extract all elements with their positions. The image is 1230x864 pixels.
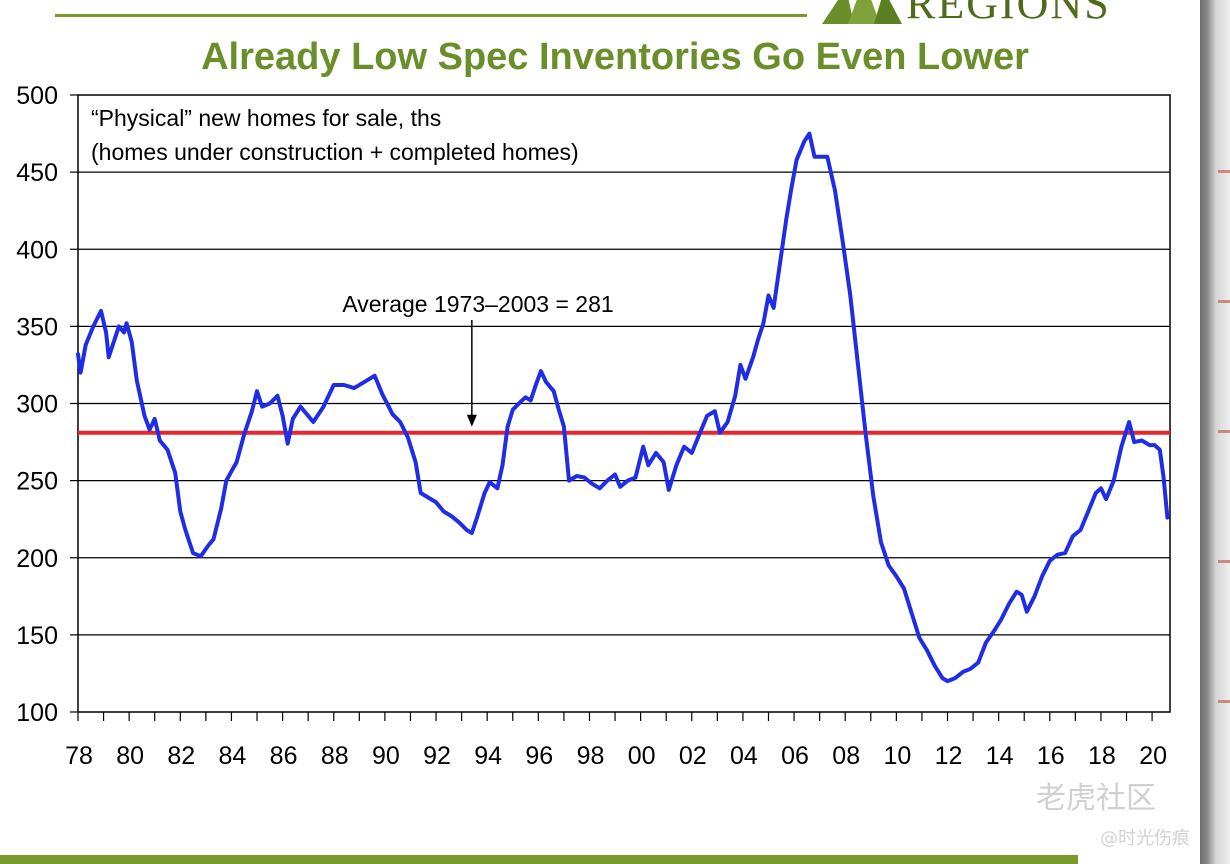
y-tick-label: 500 xyxy=(16,82,58,110)
watermark-handle: @时光伤痕 xyxy=(1100,828,1190,849)
y-tick-label: 200 xyxy=(16,545,58,573)
x-tick-label: 86 xyxy=(270,742,298,770)
y-tick-label: 150 xyxy=(16,622,58,650)
x-tick-label: 06 xyxy=(781,742,809,770)
series-line xyxy=(76,131,1170,684)
x-tick-label: 94 xyxy=(474,742,502,770)
y-tick-label: 300 xyxy=(16,391,58,419)
subtitle-line-2: (homes under construction + completed ho… xyxy=(91,139,579,165)
subtitle-line-1: “Physical” new homes for sale, ths xyxy=(91,105,441,131)
y-tick-label: 400 xyxy=(16,236,58,264)
x-tick-label: 10 xyxy=(883,742,911,770)
x-tick-label: 04 xyxy=(730,742,758,770)
average-annotation: Average 1973–2003 = 281 xyxy=(342,291,614,427)
x-tick-label: 16 xyxy=(1037,742,1065,770)
y-tick-label: 350 xyxy=(16,313,58,341)
bottom-rule xyxy=(0,855,1078,864)
x-tick-label: 98 xyxy=(577,742,605,770)
x-tick-label: 02 xyxy=(679,742,707,770)
x-tick-label: 18 xyxy=(1088,742,1116,770)
x-tick-label: 14 xyxy=(986,742,1014,770)
x-tick-label: 20 xyxy=(1139,742,1167,770)
y-tick-label: 250 xyxy=(16,468,58,496)
x-tick-label: 88 xyxy=(321,742,349,770)
y-tick-label: 450 xyxy=(16,159,58,187)
watermark-primary: 老虎社区 xyxy=(1036,781,1156,816)
x-axis: 78 80 82 84 86 88 90 92 94 96 98 00 02 04 06 08 10 12 14 16… xyxy=(65,712,1167,770)
x-tick-label: 80 xyxy=(116,742,144,770)
regions-logo: REGIONS xyxy=(818,0,1148,24)
regions-leaf-icon xyxy=(822,0,902,24)
grid-lines xyxy=(78,171,1170,636)
average-label: Average 1973–2003 = 281 xyxy=(342,291,613,317)
x-tick-label: 12 xyxy=(935,742,963,770)
top-rule xyxy=(55,14,807,17)
x-tick-label: 92 xyxy=(423,742,451,770)
chart-title: Already Low Spec Inventories Go Even Low… xyxy=(201,36,1029,78)
x-tick-label: 90 xyxy=(372,742,400,770)
x-tick-label: 00 xyxy=(628,742,656,770)
average-arrowhead xyxy=(466,414,477,427)
watermark-logo: 老虎社区 xyxy=(1036,773,1156,817)
x-tick-label: 84 xyxy=(219,742,247,770)
x-tick-label: 96 xyxy=(525,742,553,770)
right-side-strip xyxy=(1200,0,1230,864)
brand-name: REGIONS xyxy=(906,0,1111,24)
y-axis: 100 150 200 250 300 350 400 450 500 xyxy=(16,82,78,727)
x-tick-label: 78 xyxy=(65,742,93,770)
x-tick-label: 08 xyxy=(832,742,860,770)
y-tick-label: 100 xyxy=(16,699,58,727)
x-tick-label: 82 xyxy=(167,742,195,770)
